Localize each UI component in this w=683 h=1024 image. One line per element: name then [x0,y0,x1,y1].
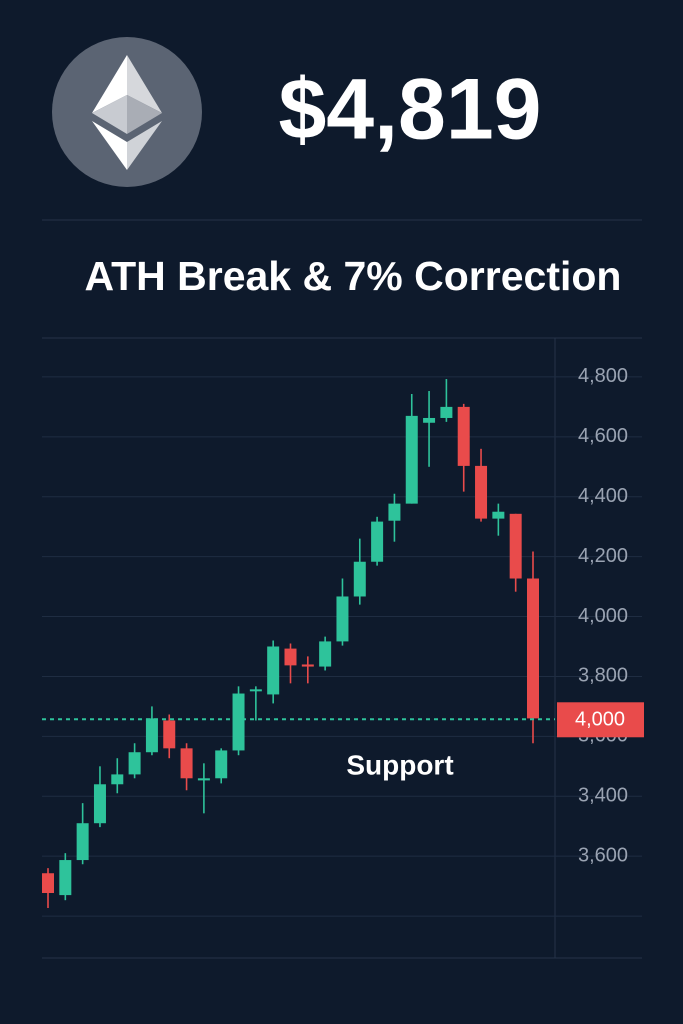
candle-body [353,561,366,597]
candle-body [59,860,72,896]
logo-part [92,55,127,113]
candle-body [215,750,228,779]
candle-body [111,774,124,785]
y-axis-label: 4,800 [578,365,628,387]
y-axis-label: 4,000 [578,605,628,627]
subtitle: ATH Break & 7% Correction [85,253,622,299]
support-tag: 4,000 [575,709,625,731]
eth-logo [52,37,202,187]
candle-body [267,646,280,695]
candle-body [249,689,262,692]
candle-body [180,748,193,779]
candle-body [163,720,176,749]
y-axis-label: 4,200 [578,545,628,567]
candle-body [42,873,54,894]
logo-part [127,121,162,170]
candle-body [423,417,436,423]
candle-body [440,406,453,418]
logo-part [127,55,162,113]
price-title: $4,819 [278,62,541,158]
candle-body [197,778,210,781]
y-axis-label: 4,400 [578,485,628,507]
plot: 4,800 4,600 4,400 4,200 4,000 3,800 3,600 3,400… [42,365,644,917]
logo-part [92,95,127,134]
candle-body [76,823,89,861]
candle-body [527,578,539,719]
candle-body [492,511,505,519]
candle-body [457,406,470,466]
candle-body [301,664,314,667]
support-tag-box [557,702,644,738]
y-axis-label: 3,400 [578,785,628,807]
logo-part [92,121,127,170]
candle-body [371,521,384,562]
candle-body [509,513,522,579]
logo-part [127,95,162,134]
candle-body [475,465,488,519]
candle-body [388,503,401,521]
candle-body [128,752,141,775]
candle-body [284,648,297,666]
support-text: Support [346,750,453,781]
candle-body [405,415,418,504]
candle-body [232,693,245,751]
candle-body [336,596,349,642]
y-axis-label: 3,600 [578,844,628,866]
y-axis-label: 3,800 [578,665,628,687]
y-axis-label: 4,600 [578,425,628,447]
candle-body [93,784,106,824]
candle-body [319,641,332,667]
candle-body [145,718,158,753]
